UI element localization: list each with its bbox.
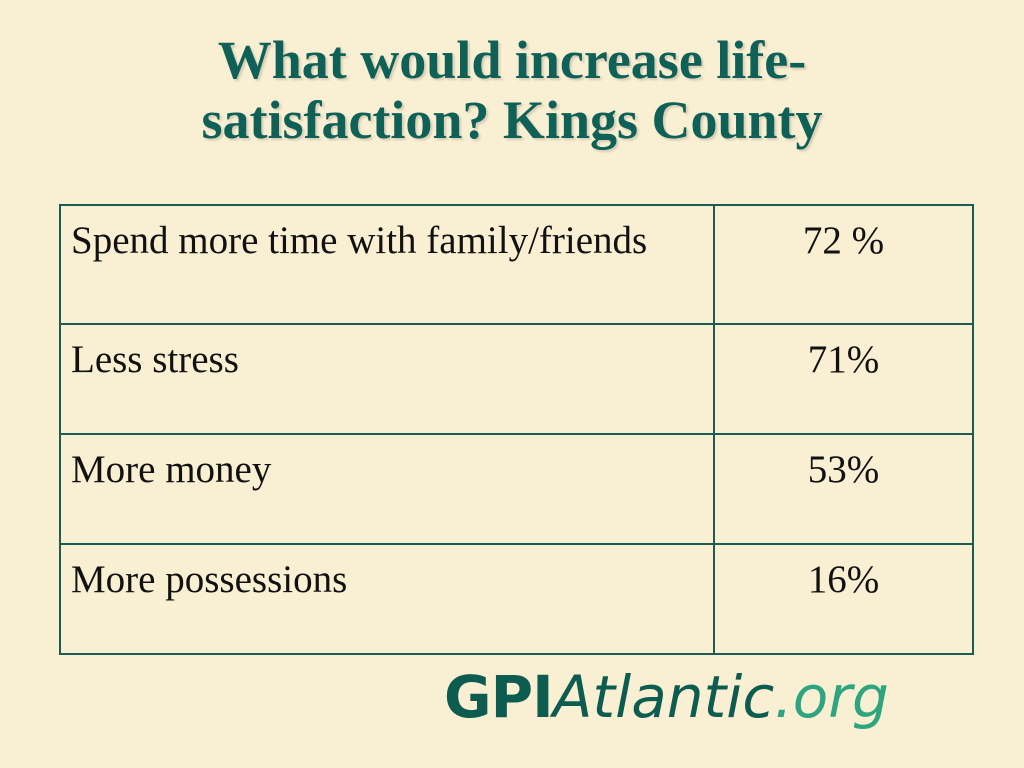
row-label: Less stress	[59, 323, 715, 435]
row-value: 72 %	[713, 204, 974, 325]
row-label: More possessions	[59, 543, 715, 655]
table-row: Spend more time with family/friends 72 %	[59, 204, 974, 325]
title-line: satisfaction? Kings County	[201, 90, 823, 150]
results-table: Spend more time with family/friends 72 % L…	[59, 204, 974, 655]
logo-org: .org	[774, 663, 889, 731]
table-row: Less stress 71%	[59, 323, 974, 435]
logo-gpi: GPI	[444, 663, 554, 731]
row-label: Spend more time with family/friends	[59, 204, 715, 325]
table-row: More money 53%	[59, 433, 974, 545]
row-value: 16%	[713, 543, 974, 655]
row-value: 53%	[713, 433, 974, 545]
row-value: 71%	[713, 323, 974, 435]
logo: GPIAtlantic.org	[444, 662, 889, 733]
table-row: More possessions 16%	[59, 543, 974, 655]
row-label: More money	[59, 433, 715, 545]
title-line: What would increase life-	[217, 30, 807, 90]
logo-atlantic: Atlantic	[552, 663, 775, 731]
slide-title: What would increase life- satisfaction? …	[0, 30, 1024, 150]
